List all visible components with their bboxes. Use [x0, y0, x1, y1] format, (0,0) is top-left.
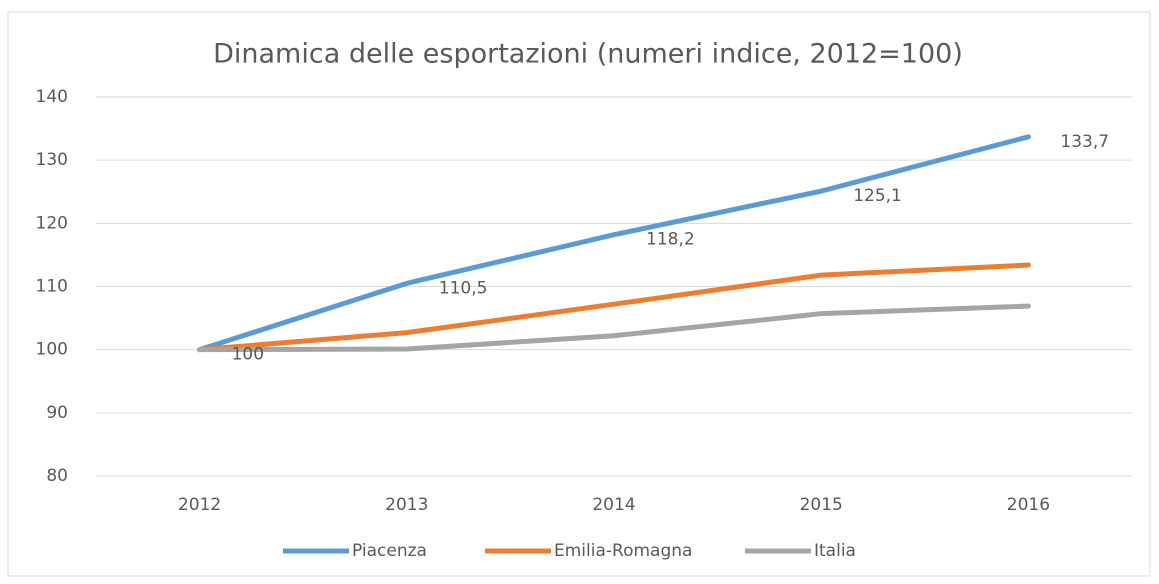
y-tick-label: 130 [36, 150, 68, 170]
chart-frame [7, 11, 1151, 577]
series-line [197, 134, 1031, 353]
data-label: 100 [232, 345, 264, 365]
data-label: 133,7 [1060, 132, 1109, 152]
y-tick-label: 140 [36, 87, 68, 107]
x-tick-label: 2014 [592, 495, 635, 515]
data-label: 118,2 [646, 230, 695, 250]
series-line [197, 303, 1031, 353]
data-label: 125,1 [853, 186, 902, 206]
y-tick-label: 100 [36, 340, 68, 360]
x-tick-label: 2013 [385, 495, 428, 515]
legend-label: Emilia-Romagna [554, 541, 692, 561]
legend-label: Italia [814, 541, 856, 561]
data-label: 110,5 [439, 278, 488, 298]
y-tick-label: 80 [46, 466, 68, 486]
x-tick-label: 2012 [178, 495, 221, 515]
legend-label: Piacenza [352, 541, 427, 561]
y-tick-label: 120 [36, 213, 68, 233]
y-tick-label: 110 [36, 277, 68, 297]
x-tick-label: 2015 [800, 495, 843, 515]
x-tick-label: 2016 [1007, 495, 1050, 515]
y-tick-label: 90 [46, 403, 68, 423]
series-line [197, 262, 1031, 353]
chart-title: Dinamica delle esportazioni (numeri indi… [213, 39, 963, 70]
